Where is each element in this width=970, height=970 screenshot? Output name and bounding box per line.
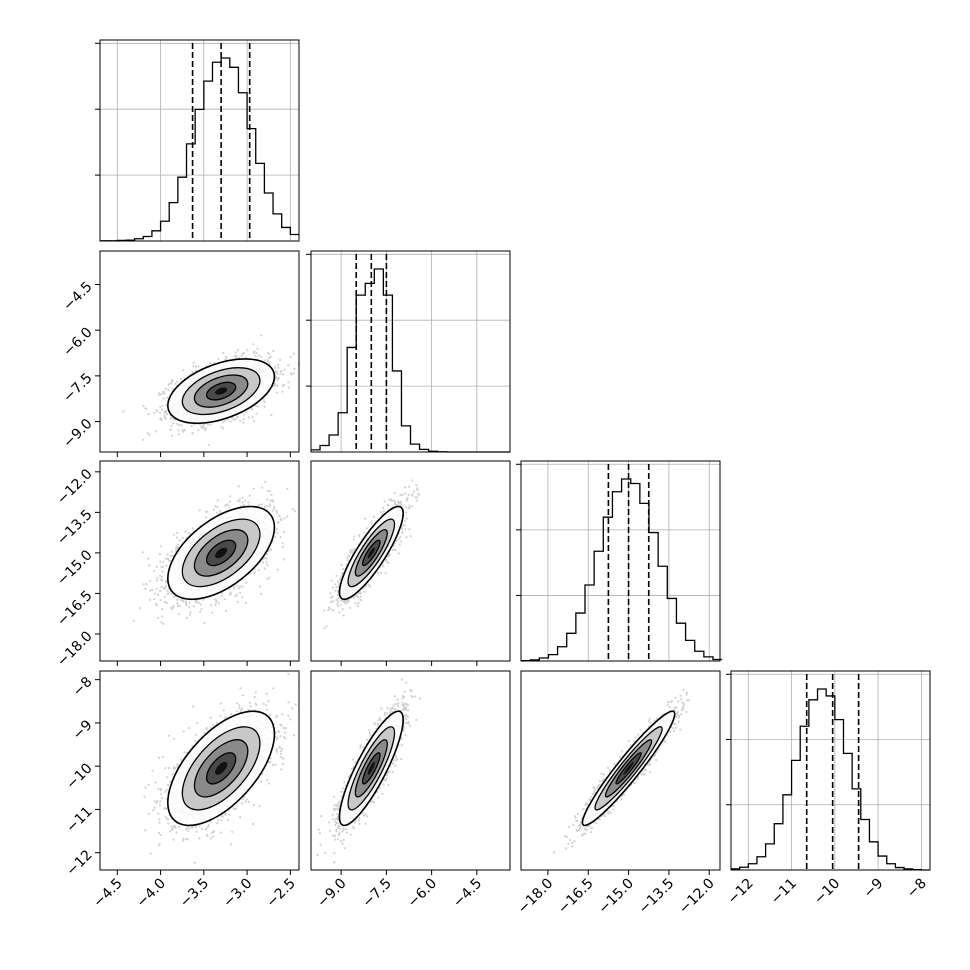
x-tick-label: −2.5 xyxy=(263,876,298,911)
y-tick-label: −12 xyxy=(63,847,95,879)
x-tick-label: −9.0 xyxy=(314,876,349,911)
histogram-panel-3 xyxy=(516,460,723,662)
panel-background xyxy=(731,671,930,870)
y-tick-label: −15.0 xyxy=(54,547,96,589)
x-tick-label: −13.5 xyxy=(636,876,678,918)
y-tick-label: −16.5 xyxy=(54,588,96,630)
joint-panel-3-4 xyxy=(520,670,721,875)
panel-background xyxy=(311,671,510,870)
panels-layer xyxy=(95,39,931,875)
panel-frame xyxy=(520,670,721,871)
panel-frame xyxy=(730,670,931,871)
x-tick-label: −9 xyxy=(861,876,887,902)
panel-frame xyxy=(99,460,300,662)
y-tick-label: −18.0 xyxy=(54,628,96,670)
joint-panel-2-3 xyxy=(310,460,511,666)
joint-panel-2-4 xyxy=(310,670,511,875)
x-tick-label: −7.5 xyxy=(360,876,395,911)
density-contour-5 xyxy=(215,547,228,559)
y-tick-label: −9.0 xyxy=(60,416,95,451)
x-tick-label: −12 xyxy=(725,876,757,908)
density-contour-5 xyxy=(367,761,375,775)
density-contour-5 xyxy=(215,387,228,395)
panel-background xyxy=(100,40,299,241)
y-tick-label: −4.5 xyxy=(60,279,95,314)
y-tick-label: −6.0 xyxy=(60,325,95,360)
x-tick-label: −11 xyxy=(768,876,800,908)
density-contour-5 xyxy=(215,761,228,775)
y-tick-label: −9 xyxy=(70,717,96,743)
y-tick-label: −12.0 xyxy=(54,466,96,508)
panel-frame xyxy=(310,460,511,662)
panel-background xyxy=(311,461,510,661)
joint-panel-1-4 xyxy=(95,670,300,875)
x-tick-label: −10 xyxy=(811,876,843,908)
joint-panel-1-2 xyxy=(95,250,300,457)
panel-frame xyxy=(99,250,300,453)
y-tick-label: −11 xyxy=(63,804,95,836)
histogram-step-line xyxy=(731,688,930,871)
x-tick-label: −6.0 xyxy=(405,876,440,911)
x-tick-label: −8 xyxy=(904,876,930,902)
x-tick-label: −3.0 xyxy=(220,876,255,911)
panel-frame xyxy=(520,460,721,662)
x-tick-label: −15.0 xyxy=(595,876,637,918)
x-tick-label: −4.5 xyxy=(90,876,125,911)
y-tick-label: −7.5 xyxy=(60,370,95,405)
panel-frame xyxy=(310,670,511,871)
x-tick-label: −12.0 xyxy=(676,876,718,918)
density-contour-5 xyxy=(367,547,375,559)
y-tick-label: −13.5 xyxy=(54,507,96,549)
histogram-panel-2 xyxy=(306,250,511,453)
panel-frame xyxy=(99,39,300,242)
histogram-panel-1 xyxy=(95,39,300,242)
x-tick-label: −4.5 xyxy=(450,876,485,911)
x-tick-label: −16.5 xyxy=(555,876,597,918)
panel-frame xyxy=(310,250,511,453)
histogram-step-line xyxy=(100,57,299,242)
joint-panel-1-3 xyxy=(95,460,300,666)
y-tick-label: −10 xyxy=(63,761,95,793)
x-tick-label: −3.5 xyxy=(177,876,212,911)
panel-frame xyxy=(99,670,300,871)
histogram-panel-4 xyxy=(726,670,931,871)
density-contour-5 xyxy=(623,761,634,775)
x-tick-label: −4.0 xyxy=(134,876,169,911)
panel-background xyxy=(521,461,720,661)
x-tick-label: −18.0 xyxy=(515,876,557,918)
histogram-step-line xyxy=(521,478,723,662)
y-tick-label: −8 xyxy=(70,674,96,700)
